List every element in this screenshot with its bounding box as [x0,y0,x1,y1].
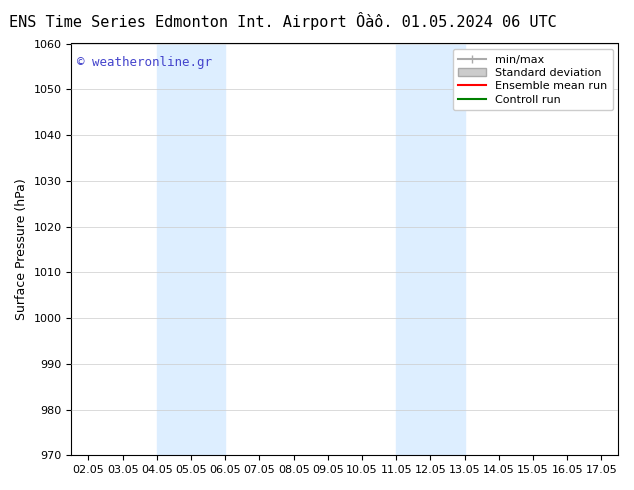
Text: Ôàô. 01.05.2024 06 UTC: Ôàô. 01.05.2024 06 UTC [356,15,557,30]
Y-axis label: Surface Pressure (hPa): Surface Pressure (hPa) [15,178,28,320]
Legend: min/max, Standard deviation, Ensemble mean run, Controll run: min/max, Standard deviation, Ensemble me… [453,49,613,110]
Text: ENS Time Series Edmonton Int. Airport: ENS Time Series Edmonton Int. Airport [9,15,346,30]
Bar [396,44,465,455]
Bar [157,44,225,455]
Text: © weatheronline.gr: © weatheronline.gr [77,56,212,69]
